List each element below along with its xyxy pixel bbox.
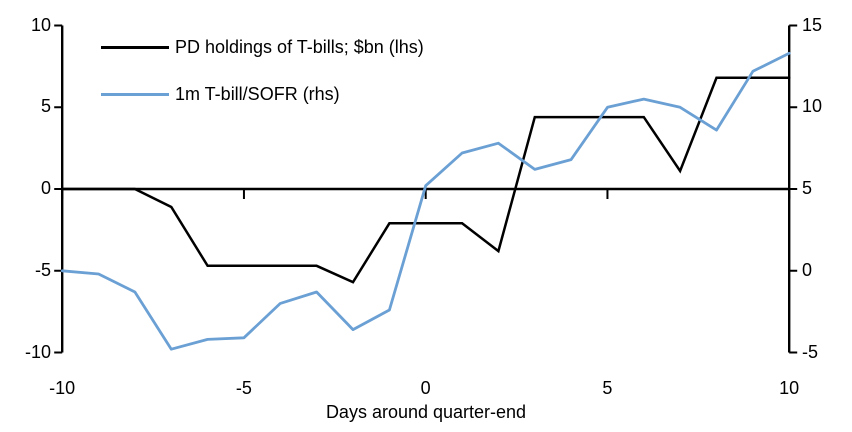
y-left-tick-label: -10	[24, 341, 51, 362]
y-right-tick-label: 10	[802, 96, 823, 117]
legend: PD holdings of T-bills; $bn (lhs) 1m T-b…	[101, 36, 424, 130]
legend-line-sample-blue	[101, 92, 169, 96]
y-right-tick-label: 15	[802, 14, 823, 35]
series-line-pd-holdings	[60, 76, 791, 284]
x-tick-label: 10	[779, 378, 800, 398]
legend-item-tbill-sofr: 1m T-bill/SOFR (rhs)	[101, 83, 424, 105]
y-left-tick-label: 10	[30, 14, 51, 35]
x-tick-label: 0	[420, 378, 431, 398]
y-left-tick-label: 0	[40, 178, 51, 198]
y-right-tick-label: 5	[802, 178, 813, 198]
legend-label: PD holdings of T-bills; $bn (lhs)	[175, 36, 424, 57]
x-tick-label: 5	[602, 378, 613, 398]
y-right-tick-label: -5	[802, 341, 819, 362]
x-tick-label: -10	[49, 378, 76, 398]
x-tick-label: -5	[235, 378, 252, 398]
y-right-tick-label: 0	[802, 259, 813, 280]
x-axis-title: Days around quarter-end	[325, 402, 527, 422]
legend-label: 1m T-bill/SOFR (rhs)	[175, 83, 340, 104]
legend-line-sample-black	[101, 45, 169, 49]
y-left-tick-label: -5	[34, 259, 51, 280]
y-left-tick-label: 5	[40, 96, 51, 117]
series-line-tbill-sofr	[60, 51, 791, 351]
legend-item-pd-holdings: PD holdings of T-bills; $bn (lhs)	[101, 36, 424, 58]
